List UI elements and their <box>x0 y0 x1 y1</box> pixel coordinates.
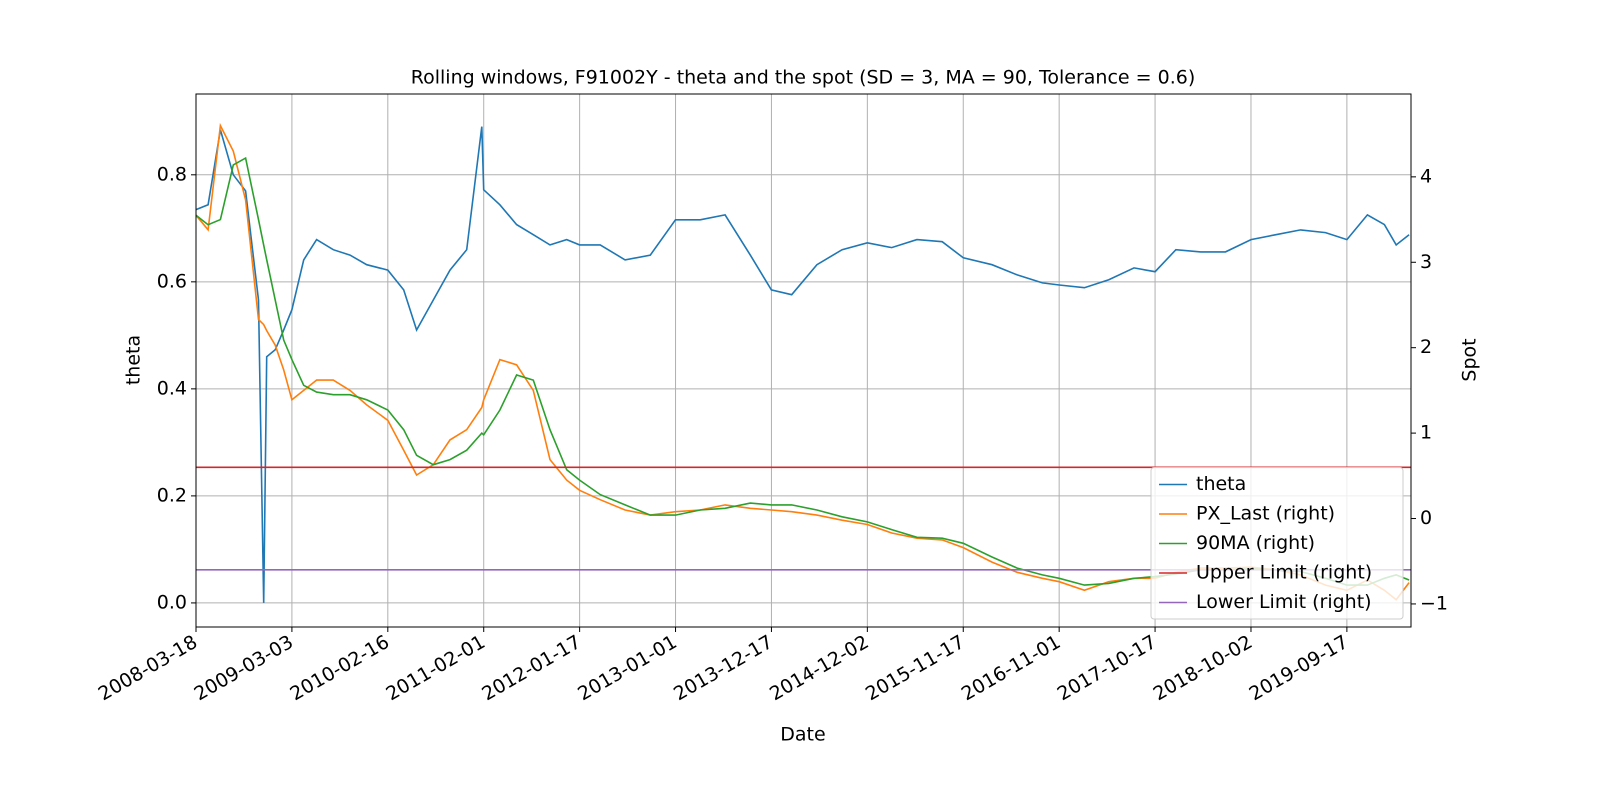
legend-label: Upper Limit (right) <box>1196 562 1372 584</box>
y-axis-label: theta <box>123 335 145 385</box>
y-tick-label: 0.0 <box>157 591 187 613</box>
x-tick-label: 2013-12-17 <box>670 631 777 705</box>
y2-tick-label: −1 <box>1420 592 1448 614</box>
legend-label: theta <box>1196 473 1246 495</box>
x-tick-label: 2015-11-17 <box>862 631 969 705</box>
plot-frame <box>195 93 1412 628</box>
legend-box <box>1150 467 1404 620</box>
x-tick-label: 2013-01-01 <box>574 631 681 705</box>
y-tick-label: 0.4 <box>157 377 187 399</box>
legend-label: 90MA (right) <box>1196 532 1315 554</box>
x-tick-label: 2014-12-02 <box>766 631 873 705</box>
x-tick-label: 2019-09-17 <box>1246 631 1353 705</box>
y2-tick-label: 3 <box>1420 251 1432 273</box>
x-tick-label: 2010-02-16 <box>286 631 393 705</box>
y2-tick-label: 0 <box>1420 507 1432 529</box>
x-tick-label: 2009-03-03 <box>191 631 298 705</box>
y2-axis-label: Spot <box>1459 338 1481 381</box>
y2-tick-label: 4 <box>1420 165 1432 187</box>
x-tick-label: 2018-10-02 <box>1150 631 1257 705</box>
series-line <box>195 126 1410 603</box>
x-tick-label: 2008-03-18 <box>95 631 202 705</box>
y2-tick-label: 2 <box>1420 336 1432 358</box>
x-tick-label: 2016-11-01 <box>958 631 1065 705</box>
y-tick-label: 0.6 <box>157 270 187 292</box>
y2-tick-label: 1 <box>1420 422 1432 444</box>
x-tick-label: 2011-02-01 <box>382 631 489 705</box>
y-tick-label: 0.8 <box>157 163 187 185</box>
legend: theta PX_Last (right) 90MA (right) Upper Li… <box>1150 467 1404 620</box>
legend-label: PX_Last (right) <box>1196 503 1335 525</box>
x-tick-label: 2017-10-17 <box>1054 631 1161 705</box>
x-tick-label: 2012-01-17 <box>478 631 585 705</box>
x-axis-label: Date <box>780 724 825 746</box>
legend-label: Lower Limit (right) <box>1196 591 1372 613</box>
y-tick-label: 0.2 <box>157 484 187 506</box>
chart-title: Rolling windows, F91002Y - theta and the… <box>411 67 1195 89</box>
